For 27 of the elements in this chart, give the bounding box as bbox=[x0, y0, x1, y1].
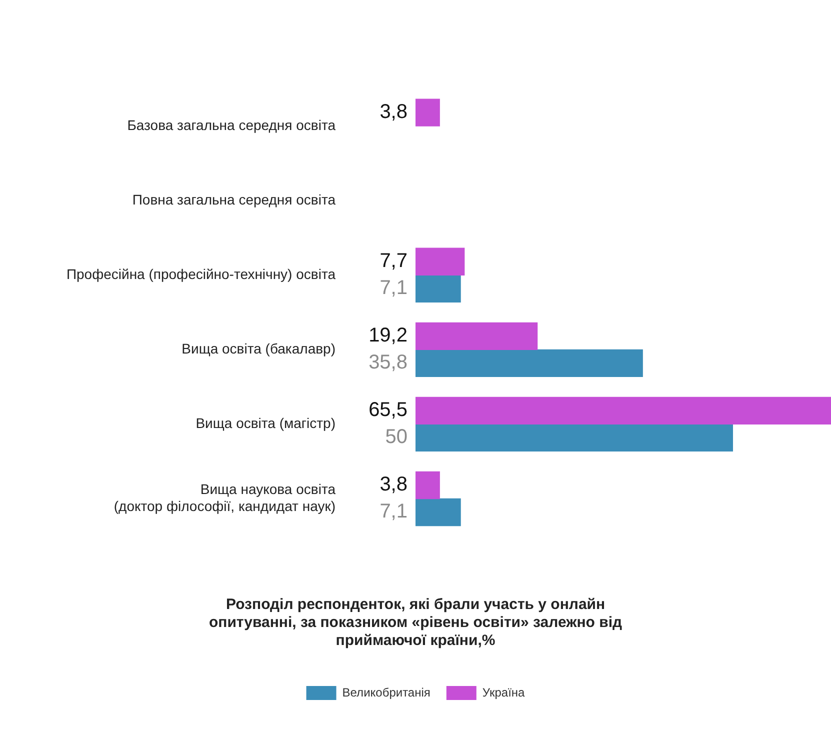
bar bbox=[416, 349, 643, 377]
data-label: 3,8 bbox=[380, 474, 408, 496]
data-label: 19,2 bbox=[368, 324, 408, 347]
data-label: 35,8 bbox=[368, 352, 408, 374]
data-label: 7,1 bbox=[380, 277, 408, 300]
y-tick-label: Повна загальна середня освіта bbox=[132, 191, 336, 208]
y-tick-label: Професійна (професійно-технічну) освіта bbox=[66, 266, 336, 282]
data-label: 65,5 bbox=[368, 399, 408, 422]
bar bbox=[416, 396, 831, 425]
text: Розподіл респонденток, які брали участь у онлайн опитуванні, за показником «рівень освіти» залежно від приймаючої країни,% bbox=[208, 596, 623, 650]
data-label: 3,8 bbox=[380, 101, 408, 124]
bar bbox=[416, 274, 461, 302]
data-label: 50 bbox=[385, 426, 408, 448]
bar bbox=[416, 471, 440, 500]
legend-label: Україна bbox=[482, 685, 526, 700]
data-label: 7,1 bbox=[380, 500, 408, 523]
legend-label: Великобританія bbox=[342, 685, 430, 700]
y-tick-label: Вища наукова освіта (доктор філософії, кандидат наук) bbox=[114, 481, 336, 514]
bar bbox=[416, 248, 465, 276]
y-tick-label: Базова загальна середня освіта bbox=[127, 116, 336, 133]
bar bbox=[416, 322, 538, 350]
data-label: 7,7 bbox=[380, 250, 408, 272]
y-tick-label: Вища освіта (бакалавр) bbox=[182, 340, 336, 357]
bar bbox=[416, 98, 440, 126]
bar bbox=[416, 424, 734, 452]
bar bbox=[416, 498, 461, 526]
y-tick-label: Вища освіта (магістр) bbox=[196, 415, 336, 432]
